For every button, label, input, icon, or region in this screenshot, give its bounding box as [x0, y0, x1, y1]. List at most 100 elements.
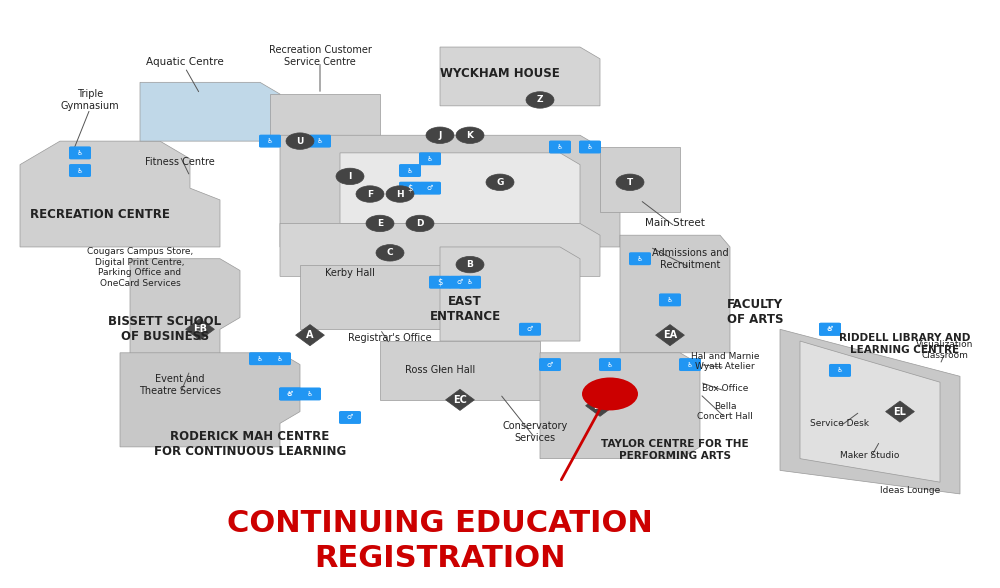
- FancyBboxPatch shape: [659, 293, 681, 306]
- Text: Registrar's Office: Registrar's Office: [348, 333, 432, 343]
- Circle shape: [456, 256, 484, 273]
- Text: ♂: ♂: [287, 391, 293, 397]
- FancyBboxPatch shape: [419, 182, 441, 195]
- FancyBboxPatch shape: [279, 387, 301, 400]
- Text: ♂: ♂: [347, 415, 353, 420]
- Polygon shape: [186, 319, 214, 340]
- Circle shape: [616, 174, 644, 191]
- Text: ♿: ♿: [287, 391, 293, 397]
- FancyBboxPatch shape: [579, 141, 601, 153]
- Text: ♿: ♿: [267, 138, 273, 144]
- Text: E: E: [377, 219, 383, 228]
- Text: ♿: ♿: [427, 156, 433, 162]
- Text: EAST
ENTRANCE: EAST ENTRANCE: [429, 295, 501, 323]
- Text: Fitness Centre: Fitness Centre: [145, 156, 215, 167]
- Text: Kerby Hall: Kerby Hall: [325, 268, 375, 279]
- Text: RODERICK MAH CENTRE
FOR CONTINUOUS LEARNING: RODERICK MAH CENTRE FOR CONTINUOUS LEARN…: [154, 430, 346, 458]
- Text: ♿: ♿: [827, 326, 833, 332]
- Polygon shape: [280, 135, 620, 247]
- FancyBboxPatch shape: [599, 358, 621, 371]
- Text: $: $: [437, 278, 443, 287]
- Polygon shape: [620, 235, 730, 353]
- Text: Event and
Theatre Services: Event and Theatre Services: [139, 375, 221, 396]
- Text: U: U: [296, 136, 304, 146]
- Text: Triple
Gymnasium: Triple Gymnasium: [61, 89, 119, 111]
- Text: J: J: [438, 131, 442, 140]
- Text: ♿: ♿: [257, 356, 263, 362]
- Text: ♿: ♿: [687, 362, 693, 368]
- Text: Admissions and
Recruitment: Admissions and Recruitment: [652, 248, 728, 269]
- Text: Ross Glen Hall: Ross Glen Hall: [405, 365, 475, 376]
- Polygon shape: [130, 259, 240, 365]
- Text: ♿: ♿: [837, 368, 843, 373]
- Text: TAYLOR CENTRE FOR THE
PERFORMING ARTS: TAYLOR CENTRE FOR THE PERFORMING ARTS: [601, 439, 749, 460]
- Text: ♿: ♿: [277, 356, 283, 362]
- Text: Box Office: Box Office: [702, 383, 748, 393]
- Text: A: A: [306, 330, 314, 340]
- Text: CONTINUING EDUCATION
REGISTRATION: CONTINUING EDUCATION REGISTRATION: [227, 509, 653, 573]
- Text: T: T: [627, 178, 633, 187]
- FancyBboxPatch shape: [539, 358, 561, 371]
- Text: ♂: ♂: [547, 362, 553, 368]
- Text: ♂: ♂: [527, 326, 533, 332]
- Text: ♂: ♂: [457, 279, 463, 285]
- Circle shape: [456, 127, 484, 143]
- Text: Bella
Concert Hall: Bella Concert Hall: [697, 402, 753, 421]
- Text: ♿: ♿: [557, 144, 563, 150]
- Text: D: D: [416, 219, 424, 228]
- Circle shape: [366, 215, 394, 232]
- FancyBboxPatch shape: [819, 323, 841, 336]
- Circle shape: [406, 215, 434, 232]
- Text: ♂: ♂: [827, 326, 833, 332]
- FancyBboxPatch shape: [269, 352, 291, 365]
- FancyBboxPatch shape: [399, 164, 421, 177]
- FancyBboxPatch shape: [419, 152, 441, 165]
- Text: G: G: [496, 178, 504, 187]
- Text: ♿: ♿: [587, 144, 593, 150]
- Text: EC: EC: [453, 395, 467, 405]
- FancyBboxPatch shape: [819, 323, 841, 336]
- Text: RIDDELL LIBRARY AND
LEARNING CENTRE: RIDDELL LIBRARY AND LEARNING CENTRE: [839, 333, 971, 355]
- Text: ♿: ♿: [607, 362, 613, 368]
- Polygon shape: [886, 401, 914, 422]
- Circle shape: [386, 186, 414, 202]
- Polygon shape: [440, 247, 580, 341]
- Text: ♿: ♿: [667, 297, 673, 303]
- Circle shape: [582, 377, 638, 410]
- Text: FACULTY
OF ARTS: FACULTY OF ARTS: [727, 298, 783, 326]
- Circle shape: [376, 245, 404, 261]
- FancyBboxPatch shape: [459, 276, 481, 289]
- Text: ED: ED: [593, 400, 607, 411]
- Polygon shape: [440, 47, 600, 106]
- Polygon shape: [586, 395, 614, 416]
- Text: ♿: ♿: [77, 168, 83, 173]
- Text: ♿: ♿: [77, 150, 83, 156]
- Polygon shape: [280, 223, 600, 276]
- Polygon shape: [300, 265, 440, 329]
- FancyBboxPatch shape: [549, 141, 571, 153]
- FancyBboxPatch shape: [299, 387, 321, 400]
- Text: B: B: [467, 260, 473, 269]
- Text: Z: Z: [537, 95, 543, 105]
- Text: Aquatic Centre: Aquatic Centre: [146, 56, 224, 67]
- Polygon shape: [340, 153, 580, 223]
- Text: H: H: [396, 189, 404, 199]
- Text: Cougars Campus Store,
Digital Print Centre,
Parking Office and
OneCard Services: Cougars Campus Store, Digital Print Cent…: [87, 248, 193, 288]
- Polygon shape: [656, 325, 684, 346]
- Polygon shape: [20, 141, 220, 247]
- FancyBboxPatch shape: [519, 323, 541, 336]
- Text: BISSETT SCHOOL
OF BUSINESS: BISSETT SCHOOL OF BUSINESS: [108, 315, 222, 343]
- Circle shape: [526, 92, 554, 108]
- Text: I: I: [348, 172, 352, 181]
- Text: ♿: ♿: [307, 391, 313, 397]
- Text: RECREATION CENTRE: RECREATION CENTRE: [30, 208, 170, 221]
- Text: Main Street: Main Street: [645, 218, 705, 229]
- Polygon shape: [800, 341, 940, 482]
- FancyBboxPatch shape: [399, 182, 421, 195]
- FancyBboxPatch shape: [279, 387, 301, 400]
- Text: EB: EB: [193, 324, 207, 335]
- Text: ♿: ♿: [637, 256, 643, 262]
- FancyBboxPatch shape: [829, 364, 851, 377]
- Polygon shape: [600, 147, 680, 212]
- Text: Conservatory
Services: Conservatory Services: [502, 422, 568, 443]
